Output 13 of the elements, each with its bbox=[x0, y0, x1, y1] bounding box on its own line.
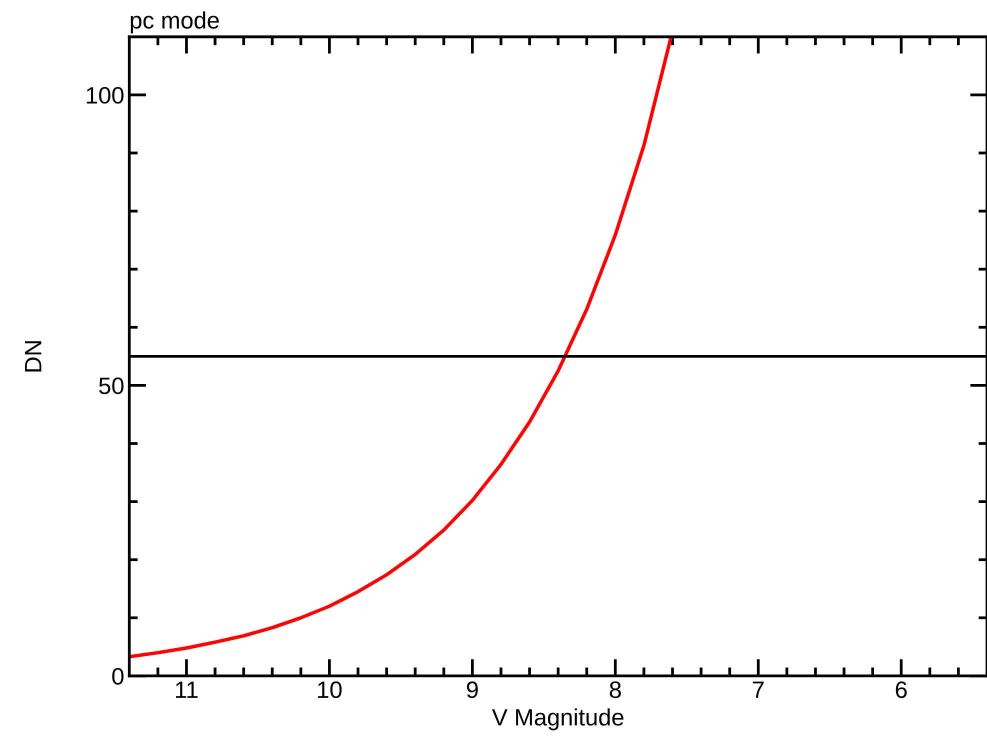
y-tick-label: 50 bbox=[99, 377, 124, 394]
y-tick-label: 100 bbox=[86, 86, 124, 104]
chart-title: pc mode bbox=[130, 11, 219, 34]
y-axis-title: DN bbox=[25, 341, 42, 372]
x-tick-label: 9 bbox=[466, 681, 478, 698]
x-tick-label: 6 bbox=[896, 681, 907, 698]
x-tick-label: 8 bbox=[610, 681, 621, 698]
x-tick-label: 7 bbox=[752, 682, 764, 698]
x-tick-label: 11 bbox=[176, 682, 198, 698]
x-tick-label: 10 bbox=[318, 681, 342, 698]
x-axis-title: V Magnitude bbox=[492, 708, 624, 730]
line-series bbox=[129, 36, 673, 658]
y-tick-label: 0 bbox=[112, 668, 124, 685]
